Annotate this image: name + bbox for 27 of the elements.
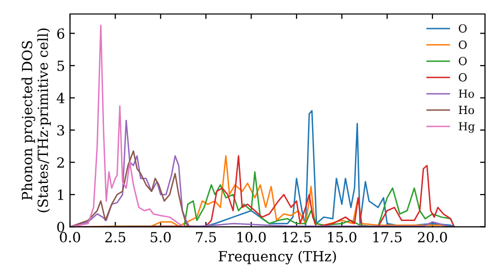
- y-tick-label: 3: [57, 125, 64, 136]
- x-tick-label: 12.5: [282, 232, 311, 242]
- legend-label: Ho: [458, 106, 474, 114]
- x-tick-label: 17.5: [373, 232, 402, 242]
- x-tick-label: 20.0: [418, 232, 447, 242]
- x-tick-label: 10.0: [237, 232, 266, 242]
- legend-label: O: [458, 73, 467, 82]
- x-tick-label: 7.5: [196, 232, 216, 242]
- x-tick-label: 15.0: [328, 232, 356, 242]
- legend-label: Hg: [458, 122, 475, 133]
- legend-label: Ho: [458, 90, 474, 98]
- y-tick-label: 2: [57, 157, 64, 168]
- line-series: [70, 24, 185, 227]
- legend-label: O: [458, 40, 467, 49]
- y-tick-label: 6: [57, 28, 64, 39]
- legend-label: O: [458, 56, 467, 66]
- x-tick-label: 0.0: [60, 232, 80, 242]
- x-axis-title: Frequency (THz): [218, 250, 336, 264]
- y-tick-label: 5: [57, 60, 64, 72]
- y-axis-title: Phonon projected DOS (States/THz·primitive cell): [22, 28, 51, 212]
- line-series: [70, 150, 190, 227]
- x-tick-label: 5.0: [150, 232, 171, 242]
- y-tick-label: 1: [58, 190, 64, 200]
- y-tick-label: 0: [57, 222, 64, 232]
- y-tick-label: 4: [56, 92, 64, 104]
- x-tick-label: 2.5: [105, 232, 126, 242]
- legend-label: O: [458, 24, 467, 33]
